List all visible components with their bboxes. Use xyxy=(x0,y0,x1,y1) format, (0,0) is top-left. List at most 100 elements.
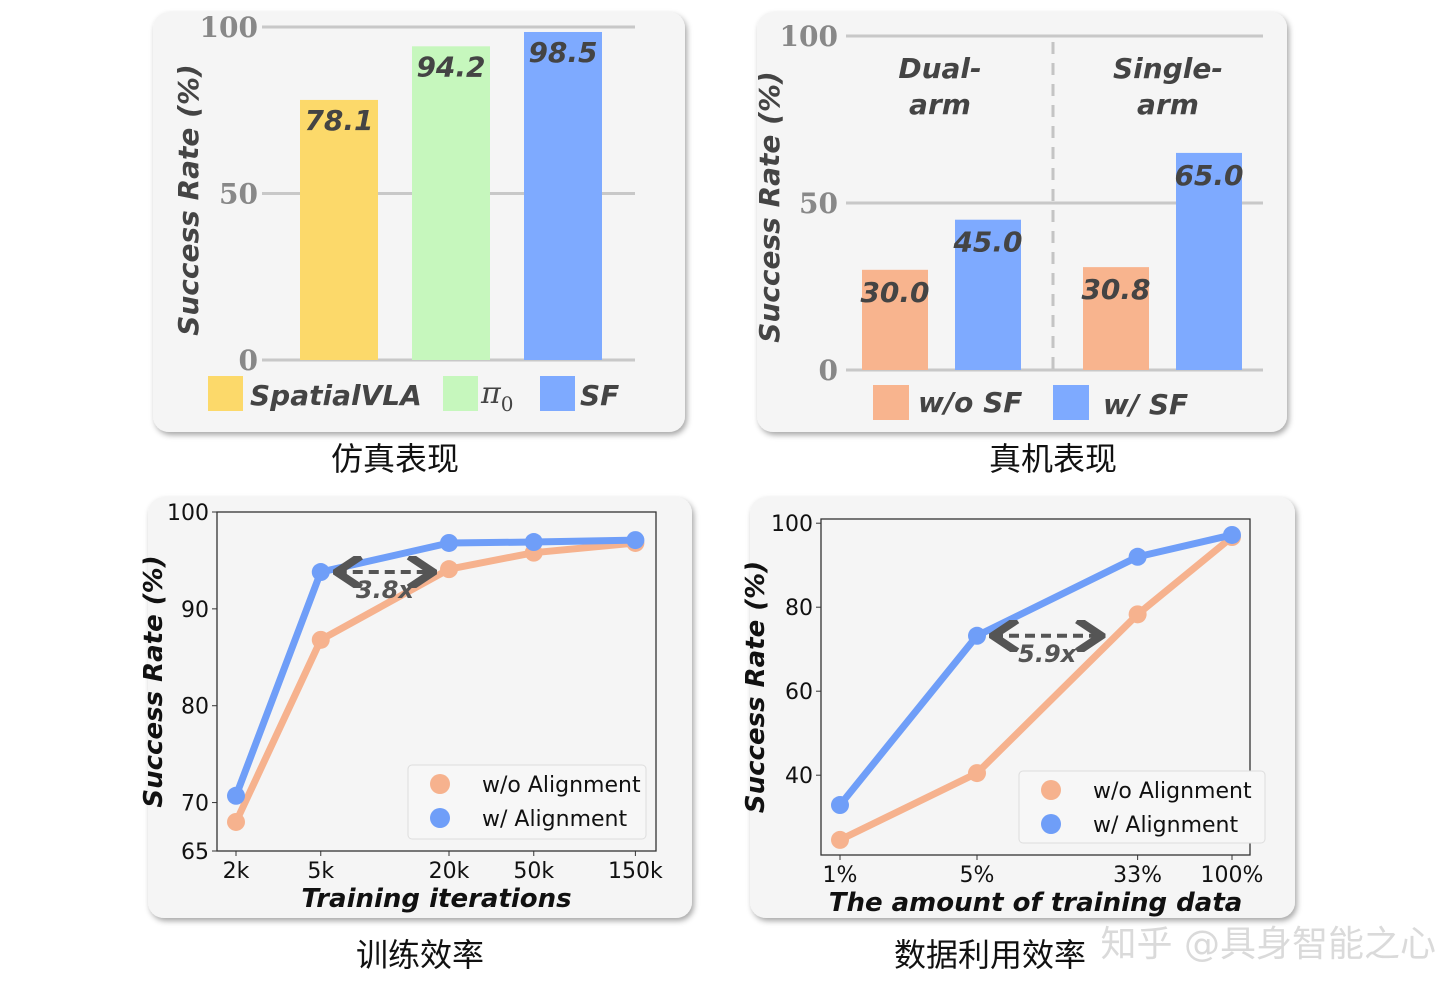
y-tick-label: 90 xyxy=(181,598,209,623)
y-axis-label: Success Rate (%) xyxy=(139,555,169,807)
y-tick-label: 100 xyxy=(167,501,209,526)
data-point-w-alignment xyxy=(524,533,543,552)
legend-marker-w-alignment xyxy=(430,808,450,828)
y-tick-label: 65 xyxy=(181,840,209,865)
x-axis-label: The amount of training data xyxy=(829,888,1243,918)
bar-w-sf xyxy=(955,219,1021,370)
y-tick-label: 80 xyxy=(181,695,209,720)
y-tick-label: 40 xyxy=(785,764,813,789)
legend: w/o Alignment w/ Alignment xyxy=(1018,770,1266,844)
x-tick-label: 5k xyxy=(307,859,334,884)
legend-label-pi0: π0 xyxy=(480,376,513,416)
data-point-w-alignment xyxy=(1128,547,1147,566)
chart-caption: 训练效率 xyxy=(356,936,484,974)
bar-value-label: 98.5 xyxy=(528,36,597,69)
legend-swatch-sf xyxy=(540,376,575,411)
series-line-w-alignment xyxy=(837,531,1233,808)
data-point-wo-alignment xyxy=(227,812,245,831)
panel-background xyxy=(148,497,692,918)
legend-label-w-sf: w/ SF xyxy=(1103,388,1188,421)
x-tick-label: 2k xyxy=(223,859,250,884)
x-tick-label: 50k xyxy=(513,859,554,884)
chart-panel-1: 0 50 100 Success Rate (%) 78.1 94.2 98.5 Spatia… xyxy=(153,11,685,432)
annotation-label: 5.9x xyxy=(1018,640,1078,668)
legend-label-wo-sf: w/o SF xyxy=(918,386,1022,419)
x-tick-label: 100% xyxy=(1201,863,1264,888)
bar-wo-sf xyxy=(862,269,928,370)
legend-marker-wo-alignment xyxy=(430,774,450,794)
legend-label-spatialvla: SpatialVLA xyxy=(250,379,422,412)
data-point-wo-alignment xyxy=(440,560,458,579)
y-axis-label: Success Rate (%) xyxy=(172,64,205,336)
chart-panel-4: 40 60 80 100 1% 5% 33% 100%The amount of traini… xyxy=(741,497,1295,918)
chart-caption: 真机表现 xyxy=(989,440,1117,478)
legend-label-wo-alignment: w/o Alignment xyxy=(482,773,641,798)
bar-value-label: 30.8 xyxy=(1081,273,1150,306)
group-label: arm xyxy=(909,88,971,121)
legend-label-pi0-subscript: 0 xyxy=(501,392,514,416)
data-point-w-alignment xyxy=(227,786,245,805)
x-tick-label: 150k xyxy=(608,859,663,884)
chart-panel-3: 65 70 80 90 100 2k 5k 20k 50k 150k Training iterat… xyxy=(139,497,692,918)
legend-marker-wo-alignment xyxy=(1041,780,1061,800)
legend-swatch-pi0 xyxy=(443,376,478,411)
group-label: Dual- xyxy=(898,52,981,85)
legend: w/o SF w/ SF xyxy=(873,385,1188,421)
bar-pi0 xyxy=(412,46,490,361)
legend: w/o Alignment w/ Alignment xyxy=(407,764,647,840)
chart-caption: 仿真表现 xyxy=(331,440,459,478)
group-label: Single- xyxy=(1113,52,1223,85)
x-tick-label: 1% xyxy=(823,863,858,888)
plot-frame xyxy=(216,511,657,852)
plot-frame xyxy=(820,518,1251,856)
legend-label-sf: SF xyxy=(580,379,619,412)
bar-value-label: 45.0 xyxy=(952,226,1022,259)
legend-marker-w-alignment xyxy=(1041,814,1061,834)
data-point-w-alignment xyxy=(626,531,645,550)
bar-value-label: 78.1 xyxy=(304,104,373,137)
x-tick-label: 20k xyxy=(429,859,470,884)
data-point-w-alignment xyxy=(440,533,458,552)
bar-value-label: 94.2 xyxy=(416,50,485,83)
y-tick-label: 100 xyxy=(771,512,813,537)
data-point-w-alignment xyxy=(967,626,986,645)
bar-sf xyxy=(524,31,602,361)
data-point-wo-alignment xyxy=(967,764,986,783)
x-tick-label: 5% xyxy=(960,863,995,888)
annotation-label: 3.8x xyxy=(356,576,416,604)
y-axis-label: Success Rate (%) xyxy=(753,71,786,343)
chart-caption: 数据利用效率 xyxy=(894,936,1086,974)
bar-value-label: 30.0 xyxy=(860,276,929,309)
legend-swatch-w-sf xyxy=(1053,385,1089,420)
watermark: 知乎 @具身智能之心 xyxy=(1101,924,1436,965)
y-tick-label: 70 xyxy=(181,792,209,817)
data-point-wo-alignment xyxy=(311,630,330,649)
legend-box xyxy=(1018,770,1266,844)
x-tick-label: 33% xyxy=(1113,863,1162,888)
bar-value-label: 65.0 xyxy=(1174,159,1243,192)
legend-label-w-alignment: w/ Alignment xyxy=(482,807,627,832)
bar-spatialvla xyxy=(300,99,378,360)
legend-label-wo-alignment: w/o Alignment xyxy=(1093,779,1252,804)
y-tick-label: 60 xyxy=(785,680,813,705)
legend-box xyxy=(407,764,647,840)
y-tick-label: 80 xyxy=(785,596,813,621)
legend-swatch-spatialvla xyxy=(208,376,243,411)
data-point-w-alignment xyxy=(311,563,330,582)
legend-label-pi0-symbol: π xyxy=(480,376,502,411)
data-point-w-alignment xyxy=(1223,525,1241,544)
y-tick-label: 0 xyxy=(239,344,258,377)
y-tick-label: 100 xyxy=(780,20,838,53)
bar-wo-sf xyxy=(1083,267,1149,370)
legend-label-w-alignment: w/ Alignment xyxy=(1093,813,1238,838)
y-tick-label: 0 xyxy=(819,354,838,387)
group-label: arm xyxy=(1137,88,1199,121)
y-tick-label: 50 xyxy=(219,178,258,211)
data-point-wo-alignment xyxy=(1128,605,1147,624)
y-axis-label: Success Rate (%) xyxy=(741,561,771,813)
data-point-w-alignment xyxy=(831,796,849,815)
x-axis-label: Training iterations xyxy=(301,884,571,914)
y-tick-label: 50 xyxy=(799,187,838,220)
